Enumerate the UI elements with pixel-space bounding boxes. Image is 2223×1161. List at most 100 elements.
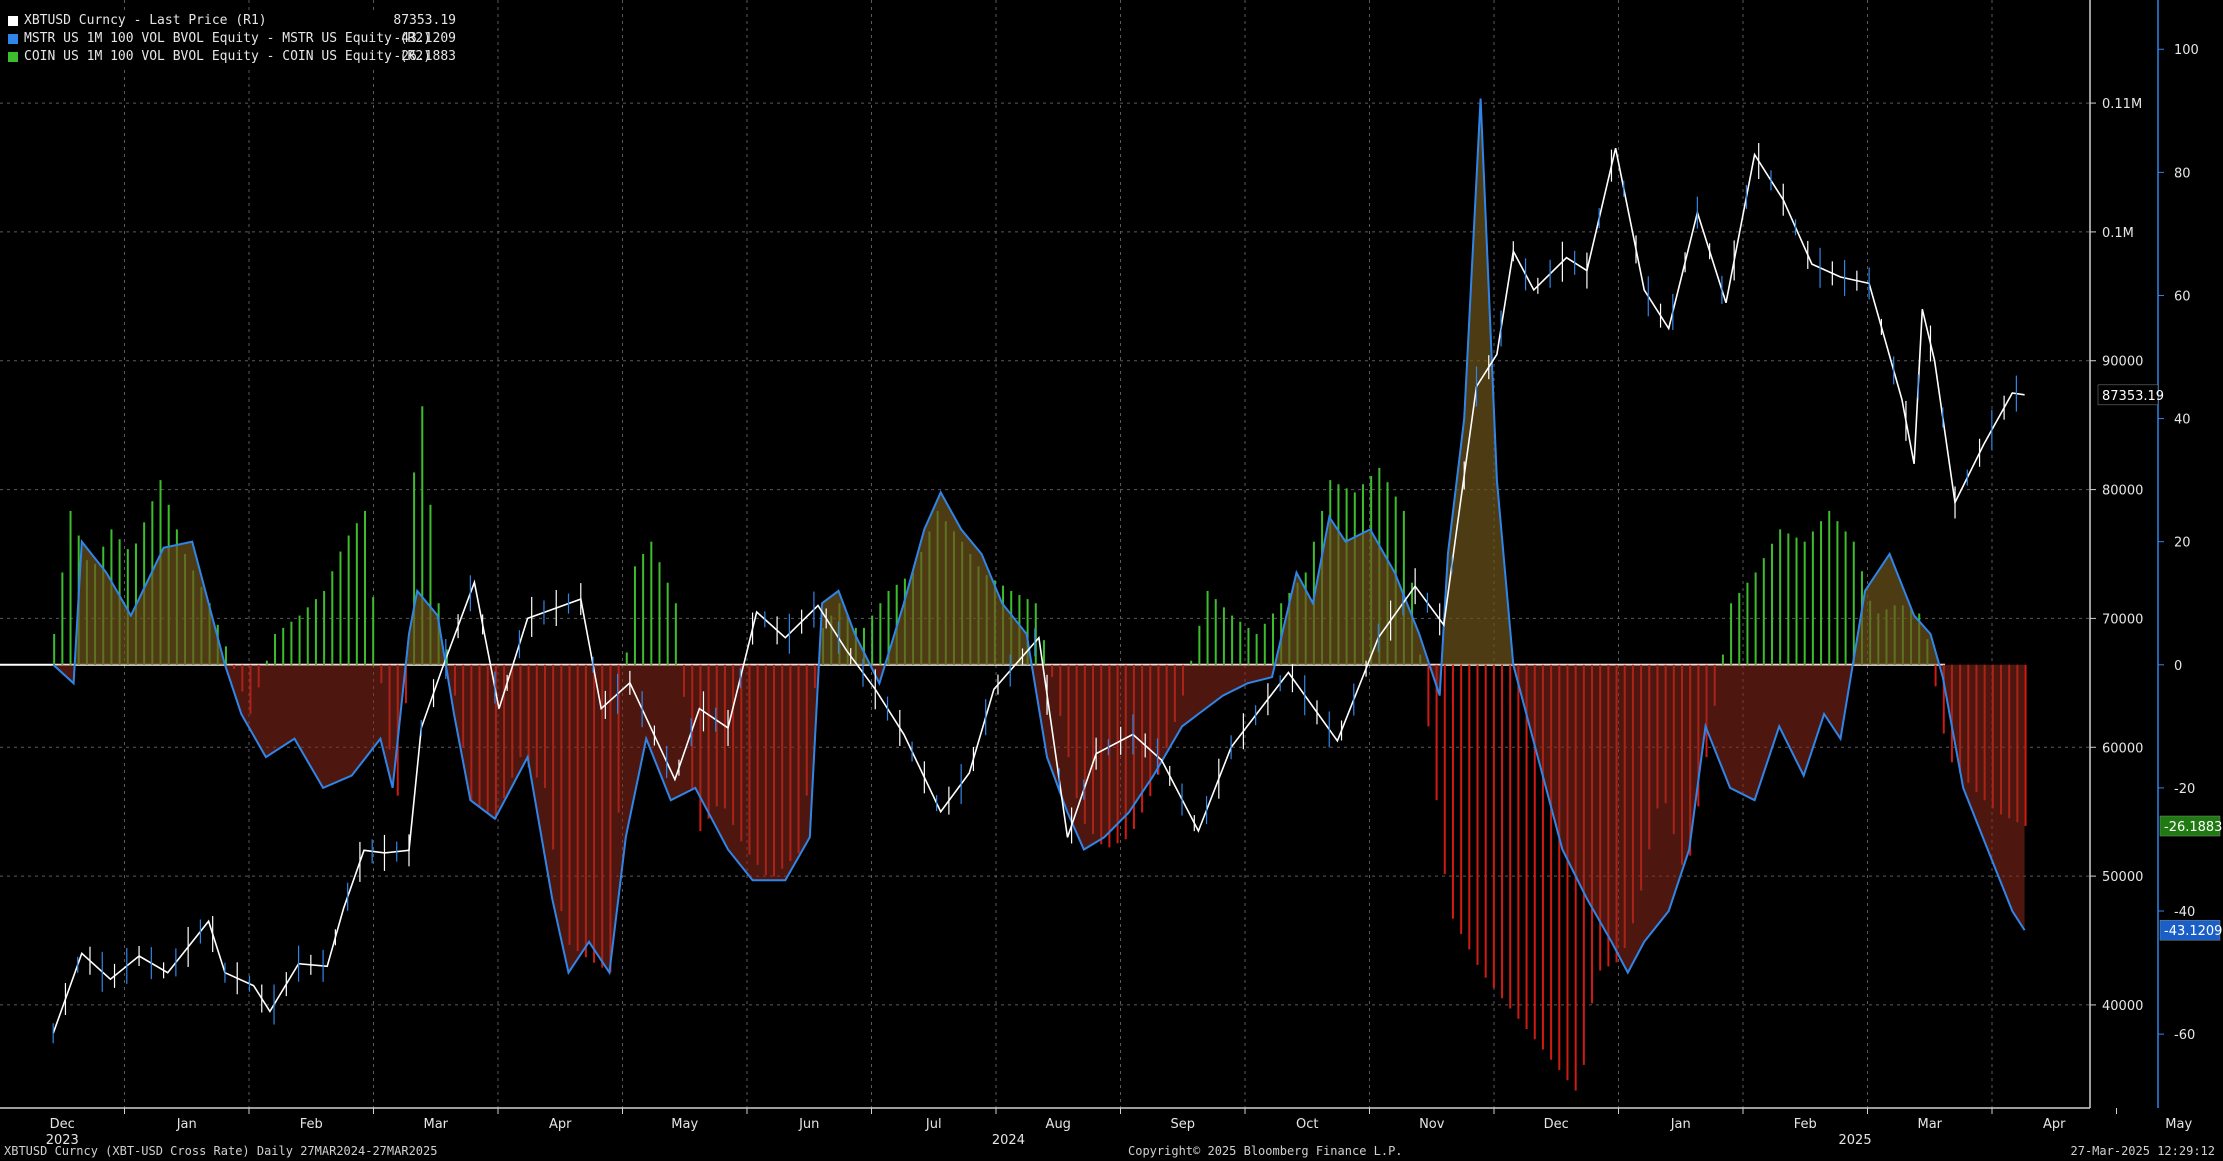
coin-bar-positive [1746, 582, 1749, 665]
legend-value: -43.1209 [393, 31, 456, 46]
coin-bar-positive [1820, 521, 1823, 665]
coin-bar-positive [355, 523, 358, 665]
legend-name: COIN US 1M 100 VOL BVOL Equity - COIN US… [24, 49, 431, 64]
coin-bar-negative [1533, 664, 1536, 1040]
coin-bar-positive [658, 562, 661, 665]
coin-bar-negative [1492, 664, 1495, 988]
coin-bar-positive [1255, 634, 1258, 665]
legend-swatch-mstr [8, 34, 18, 44]
y-tick-label-r2: -20 [2174, 782, 2195, 797]
coin-bar-negative [1435, 664, 1438, 801]
coin-bar-positive [421, 406, 424, 665]
coin-bar-negative [1525, 664, 1528, 1030]
coin-bar-negative [1484, 664, 1487, 978]
coin-bar-positive [265, 660, 268, 665]
coin-bar-negative [1427, 664, 1430, 727]
coin-bar-negative [1460, 664, 1463, 935]
coin-bar-positive [642, 554, 645, 665]
last-value-coin-box [2159, 815, 2221, 837]
legend-swatch-coin [8, 52, 18, 62]
coin-bar-positive [650, 541, 653, 665]
x-tick-label: May [2165, 1117, 2192, 1132]
mstr-series-line [52, 98, 2026, 976]
coin-bar-positive [1795, 537, 1798, 665]
coin-bar-positive [1844, 531, 1847, 665]
y-tick-label-r2: -60 [2174, 1028, 2195, 1043]
x-tick-label: Dec [50, 1117, 75, 1132]
x-tick-label: May [671, 1117, 698, 1132]
footer-timestamp: 27-Mar-2025 12:29:12 [2070, 1144, 2216, 1158]
last-value-price-box [2097, 384, 2159, 406]
axis-labels: 40000 50000 60000 70000 80000 90000 0.1M 0.11M -… [46, 43, 2223, 1148]
coin-bar-negative [1942, 664, 1945, 734]
coin-bar-positive [126, 549, 129, 665]
legend-item-coin: COIN US 1M 100 VOL BVOL Equity - COIN US… [8, 48, 456, 66]
coin-bar-positive [306, 607, 309, 665]
coin-bar-positive [1721, 654, 1724, 665]
coin-bar-positive [347, 535, 350, 665]
coin-bar-positive [429, 504, 432, 665]
coin-bar-positive [1247, 627, 1250, 665]
y-tick-label-r2: 40 [2174, 413, 2191, 428]
coin-bar-positive [1811, 531, 1814, 665]
coin-bar-positive [1239, 621, 1242, 665]
series-lines [52, 98, 2026, 1044]
coin-bar-positive [1263, 623, 1266, 665]
coin-bar-negative [1541, 664, 1544, 1050]
x-tick-label: Feb [300, 1117, 323, 1132]
footer-copyright: Copyright© 2025 Bloomberg Finance L.P. [1128, 1144, 1403, 1158]
coin-bar-positive [372, 597, 375, 665]
coin-bar-negative [1476, 664, 1479, 965]
coin-bar-positive [1828, 510, 1831, 665]
y-tick-label-r1: 40000 [2102, 999, 2143, 1014]
coin-bar-positive [61, 572, 64, 665]
coin-bar-positive [1770, 543, 1773, 665]
price-series-line [52, 148, 2025, 1034]
coin-bar-positive [1402, 510, 1405, 665]
footer-security-info: XBTUSD Curncy (XBT-USD Cross Rate) Daily… [4, 1144, 438, 1158]
coin-bar-positive [1214, 599, 1217, 665]
y-tick-label-r1: 70000 [2102, 612, 2143, 627]
x-tick-label: Mar [423, 1117, 448, 1132]
coin-bar-positive [1026, 599, 1029, 665]
legend-item-price: XBTUSD Curncy - Last Price (R1) 87353.19 [8, 12, 456, 30]
volatility-areas [53, 98, 2025, 973]
coin-bar-negative [2024, 664, 2027, 827]
coin-bar-positive [674, 603, 677, 665]
legend: XBTUSD Curncy - Last Price (R1) 87353.19… [4, 10, 462, 70]
coin-bar-negative [1509, 664, 1512, 1009]
gridlines [0, 0, 2090, 1108]
y-tick-label-r2: 100 [2174, 43, 2199, 58]
coin-bar-negative [1468, 664, 1471, 950]
coin-bar-negative [1443, 664, 1446, 875]
coin-bar-positive [1803, 541, 1806, 665]
coin-bar-positive [364, 510, 367, 665]
coin-bar-positive [1034, 603, 1037, 665]
x-year-label: 2025 [1839, 1133, 1872, 1148]
y-tick-label-r1: 60000 [2102, 741, 2143, 756]
y-tick-label-r2: 0 [2174, 659, 2182, 674]
legend-swatch-price [8, 16, 18, 26]
coin-bar-positive [862, 627, 865, 665]
coin-bar-negative [1558, 664, 1561, 1071]
y-tick-label-r2: -40 [2174, 905, 2195, 920]
coin-bar-positive [339, 551, 342, 665]
coin-bar-negative [1566, 664, 1569, 1081]
x-tick-label: Jan [176, 1117, 197, 1132]
coin-bar-positive [633, 566, 636, 665]
coin-bar-positive [1852, 541, 1855, 665]
last-value-mstr-box [2159, 919, 2221, 941]
x-tick-label: Jun [798, 1117, 819, 1132]
y-tick-label-r2: 20 [2174, 536, 2191, 551]
coin-bar-positive [53, 634, 56, 665]
coin-bar-positive [666, 582, 669, 665]
x-year-label: 2024 [992, 1133, 1025, 1148]
x-tick-label: Dec [1544, 1117, 1569, 1132]
x-tick-label: Jul [925, 1117, 942, 1132]
x-tick-label: Jan [1670, 1117, 1691, 1132]
coin-bar-positive [1762, 558, 1765, 665]
coin-bar-positive [1198, 625, 1201, 665]
y-tick-label-r1: 0.1M [2102, 226, 2134, 241]
coin-bar-positive [298, 615, 301, 665]
last-value-price: 87353.19 [2102, 389, 2164, 404]
